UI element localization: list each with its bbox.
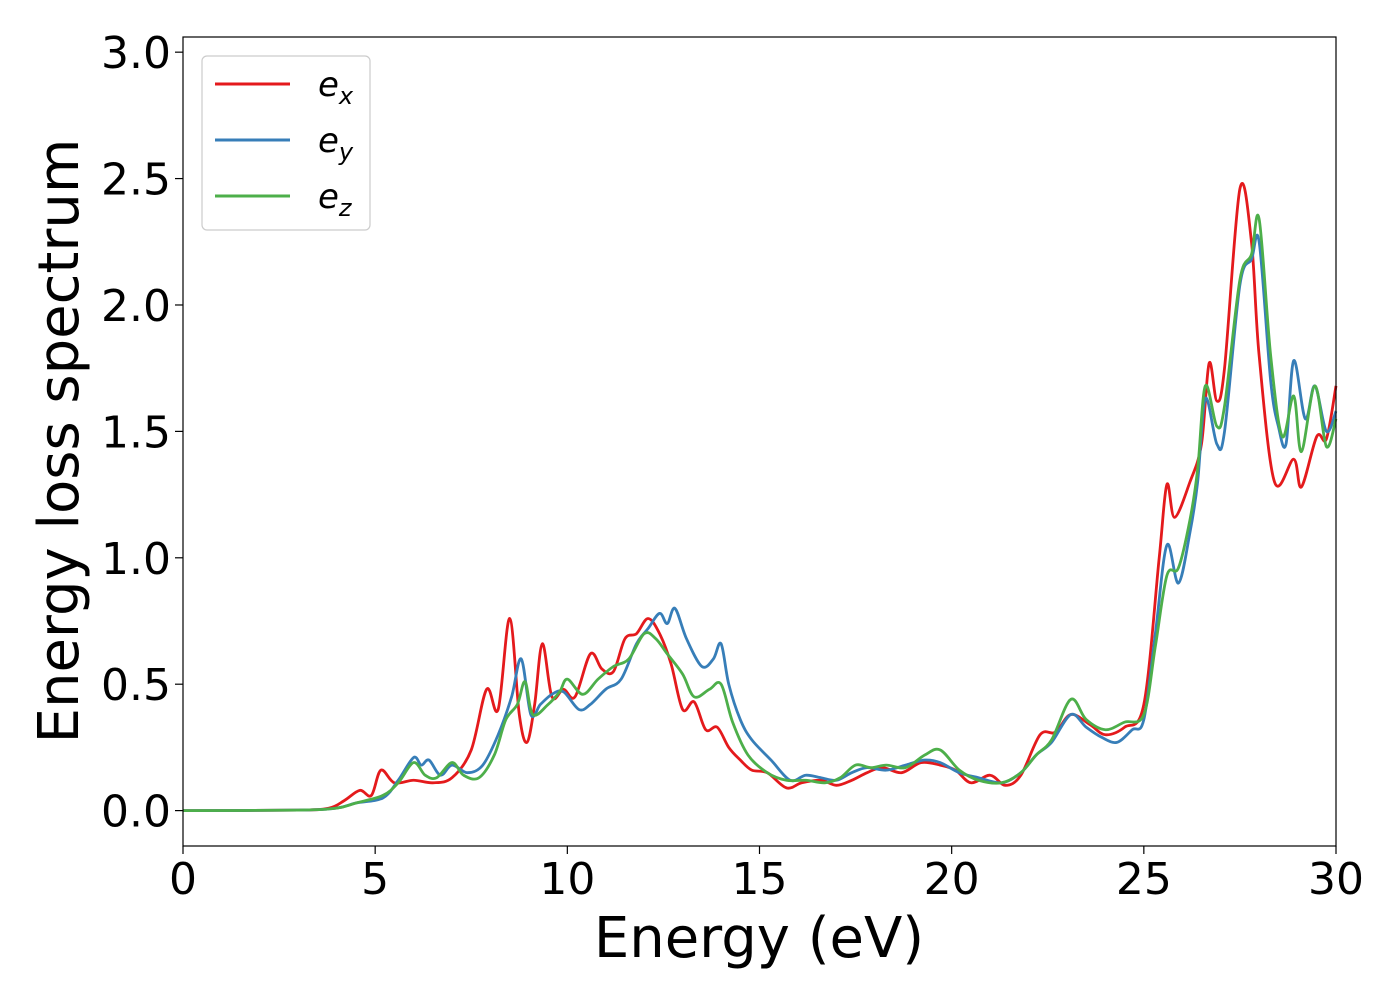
- y-tick-label: 2.0: [101, 281, 171, 332]
- series-line-y: [182, 233, 1338, 813]
- legend-box: [201, 55, 371, 231]
- y-tick-label: 3.0: [101, 28, 171, 79]
- legend-label-z: ez: [318, 177, 353, 222]
- y-tick-label: 0.5: [101, 660, 171, 711]
- series-line-z: [182, 214, 1338, 813]
- x-tick-label: 30: [1308, 854, 1364, 905]
- y-axis-ticks: 0.0 0.5 1.0 1.5 2.0 2.5 3.0: [101, 28, 183, 838]
- y-tick-label: 2.5: [101, 155, 171, 206]
- x-tick-label: 25: [1116, 854, 1172, 905]
- y-tick-label: 1.0: [101, 534, 171, 585]
- x-tick-label: 0: [169, 854, 197, 905]
- legend-label-y: ey: [318, 121, 354, 166]
- legend-label-x: ex: [318, 65, 354, 110]
- x-tick-label: 10: [539, 854, 595, 905]
- x-tick-label: 20: [924, 854, 980, 905]
- series-lines: [182, 182, 1338, 813]
- y-tick-label: 1.5: [101, 407, 171, 458]
- y-axis-label: Energy loss spectrum: [27, 139, 92, 744]
- series-line-x: [182, 182, 1338, 813]
- x-tick-label: 5: [361, 854, 389, 905]
- x-tick-label: 15: [732, 854, 788, 905]
- x-axis-label: Energy (eV): [594, 906, 924, 971]
- y-tick-label: 0.0: [101, 787, 171, 838]
- x-axis-ticks: 0 5 10 15 20 25 30: [169, 846, 1364, 905]
- legend: ex ey ez: [201, 55, 371, 231]
